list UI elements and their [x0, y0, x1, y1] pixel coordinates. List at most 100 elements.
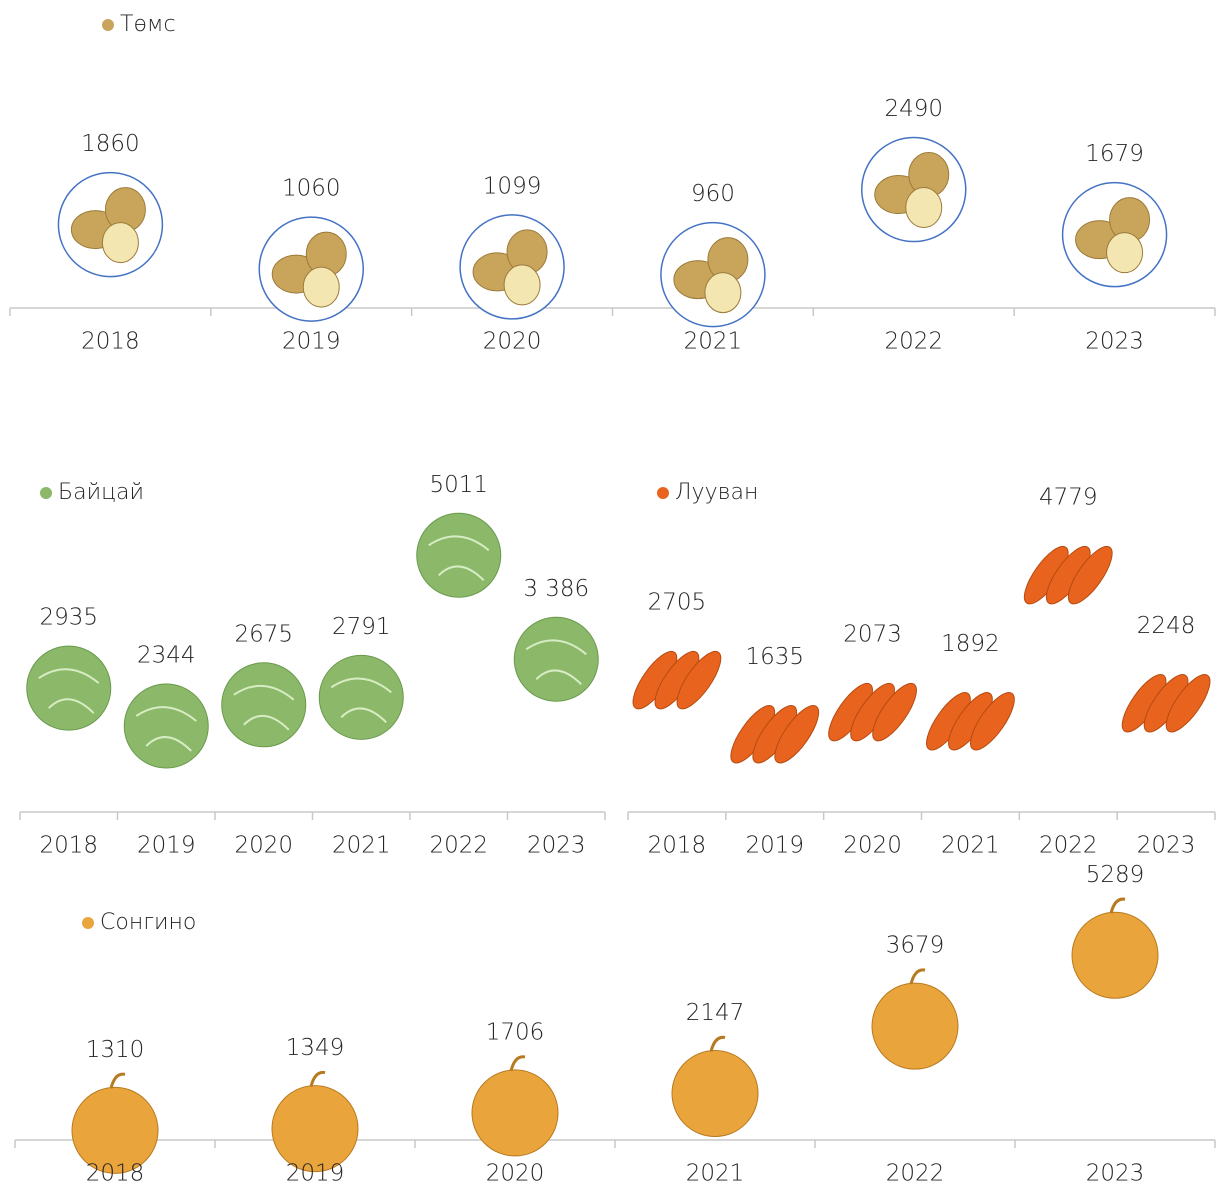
x-tick-label: 2021: [332, 833, 391, 859]
marker: [821, 677, 924, 746]
marker: [1063, 183, 1167, 287]
marker: [919, 687, 1022, 756]
onion: [872, 983, 958, 1069]
legend-label: Лууван: [675, 480, 758, 505]
marker: [1072, 899, 1158, 998]
marker: [58, 173, 162, 277]
legend-label: Байцай: [58, 480, 144, 505]
x-tick-label: 2020: [843, 833, 902, 859]
onion: [272, 1086, 358, 1172]
data-label: 1892: [941, 631, 1000, 657]
marker: [661, 223, 765, 327]
x-tick-label: 2019: [282, 329, 341, 355]
x-tick-label: 2019: [745, 833, 804, 859]
x-tick-label: 2021: [684, 329, 743, 355]
x-tick-label: 2022: [884, 329, 943, 355]
x-tick-label: 2023: [1086, 1161, 1145, 1186]
data-label: 2490: [884, 96, 943, 122]
legend-label: Сонгино: [100, 910, 196, 935]
legend-label: Төмс: [120, 12, 176, 37]
x-tick-label: 2022: [886, 1161, 945, 1186]
data-label: 960: [691, 181, 735, 207]
marker: [862, 138, 966, 242]
onion-tip: [711, 1037, 725, 1051]
x-tick-label: 2020: [234, 833, 293, 859]
data-label: 5011: [429, 472, 488, 498]
x-tick-label: 2022: [429, 833, 488, 859]
x-tick-label: 2018: [86, 1161, 145, 1186]
cabbage: [222, 663, 306, 747]
x-tick-label: 2018: [648, 833, 707, 859]
chart: Төмс 1860 1060 1099 960 2490 1679 2018 2019 2020 2…: [0, 0, 1217, 1186]
marker: [723, 700, 826, 769]
onion-tip: [111, 1074, 125, 1088]
data-label: 1060: [282, 176, 341, 202]
marker: [1115, 669, 1217, 738]
data-label: 2935: [39, 605, 98, 631]
x-tick-label: 2022: [1039, 833, 1098, 859]
data-label: 2344: [137, 642, 196, 668]
legend-swatch: [40, 487, 52, 499]
marker: [1017, 540, 1120, 609]
x-tick-label: 2018: [39, 833, 98, 859]
data-label: 2248: [1137, 613, 1196, 639]
x-tick-label: 2023: [1085, 329, 1144, 355]
potato-cut: [705, 273, 741, 313]
marker: [417, 513, 501, 597]
marker: [222, 663, 306, 747]
legend-swatch: [657, 487, 669, 499]
data-label: 5289: [1086, 862, 1145, 888]
x-tick-label: 2021: [941, 833, 1000, 859]
marker: [472, 1057, 558, 1156]
marker: [27, 646, 111, 730]
data-label: 1679: [1085, 141, 1144, 167]
onion: [672, 1051, 758, 1137]
potato-cut: [102, 223, 138, 263]
data-label: 3 386: [523, 576, 589, 602]
marker: [672, 1037, 758, 1136]
marker: [72, 1074, 158, 1173]
cabbage: [417, 513, 501, 597]
x-tick-label: 2019: [137, 833, 196, 859]
onion-tip: [1111, 899, 1125, 913]
data-label: 3679: [886, 933, 945, 959]
data-label: 1706: [486, 1019, 545, 1045]
marker: [319, 655, 403, 739]
data-label: 1349: [286, 1035, 345, 1061]
data-label: 1860: [81, 131, 140, 157]
onion-tip: [911, 970, 925, 984]
potato-cut: [1107, 233, 1143, 273]
marker: [272, 1072, 358, 1171]
x-tick-label: 2020: [486, 1161, 545, 1186]
data-label: 1099: [483, 173, 542, 199]
x-tick-label: 2023: [1137, 833, 1196, 859]
legend-swatch: [102, 19, 114, 31]
cabbage: [319, 655, 403, 739]
marker: [872, 970, 958, 1069]
data-label: 4779: [1039, 485, 1098, 511]
potato-cut: [303, 267, 339, 307]
cabbage: [124, 684, 208, 768]
marker: [124, 684, 208, 768]
data-label: 2705: [648, 590, 707, 616]
data-label: 2147: [686, 1000, 745, 1026]
data-label: 2675: [234, 621, 293, 647]
marker: [626, 645, 729, 714]
potato-cut: [906, 188, 942, 228]
data-label: 1310: [86, 1037, 145, 1063]
legend-swatch: [82, 917, 94, 929]
onion-tip: [511, 1057, 525, 1071]
marker: [259, 217, 363, 321]
marker: [514, 617, 598, 701]
x-tick-label: 2020: [483, 329, 542, 355]
data-label: 2073: [843, 622, 902, 648]
x-tick-label: 2019: [286, 1161, 345, 1186]
data-label: 1635: [745, 644, 804, 670]
onion-tip: [311, 1072, 325, 1086]
onion: [472, 1070, 558, 1156]
cabbage: [514, 617, 598, 701]
marker: [460, 215, 564, 319]
cabbage: [27, 646, 111, 730]
data-label: 2791: [332, 614, 391, 640]
potato-cut: [504, 265, 540, 305]
